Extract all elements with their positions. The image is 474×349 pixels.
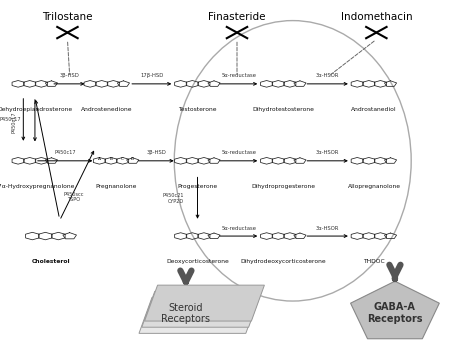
Text: 3α-HSOR: 3α-HSOR: [316, 150, 339, 155]
Text: P450c17: P450c17: [0, 117, 21, 122]
Text: 3β-HSD: 3β-HSD: [59, 73, 79, 79]
Text: THDOC: THDOC: [363, 259, 385, 264]
Text: 17β-HSD: 17β-HSD: [140, 73, 164, 79]
Text: Pregnanolone: Pregnanolone: [96, 184, 137, 189]
Text: 17α-Hydroxypregnanolone: 17α-Hydroxypregnanolone: [0, 184, 75, 189]
Text: GABA-A
Receptors: GABA-A Receptors: [367, 302, 423, 324]
Polygon shape: [139, 297, 259, 333]
Text: 5α-reductase: 5α-reductase: [221, 73, 256, 79]
Text: P450scc: P450scc: [63, 192, 84, 197]
Text: 3α-HSOR: 3α-HSOR: [316, 73, 339, 79]
Text: TSPO: TSPO: [67, 197, 80, 202]
Text: Androstanediol: Androstanediol: [351, 107, 397, 112]
Text: Trilostane: Trilostane: [42, 12, 93, 22]
Text: Dihydrodeoxycorticosterone: Dihydrodeoxycorticosterone: [241, 259, 326, 264]
Text: 5α-reductase: 5α-reductase: [221, 225, 256, 231]
Text: Finasteride: Finasteride: [208, 12, 266, 22]
Text: Dihydroprogesterone: Dihydroprogesterone: [251, 184, 316, 189]
Text: 3β-HSD: 3β-HSD: [146, 150, 166, 155]
Text: Indomethacin: Indomethacin: [340, 12, 412, 22]
Text: Allopregnanolone: Allopregnanolone: [347, 184, 401, 189]
Text: Steroid
Receptors: Steroid Receptors: [162, 303, 210, 324]
Text: P450c17: P450c17: [11, 112, 17, 133]
Text: Dehydroepiandrosterone: Dehydroepiandrosterone: [0, 107, 73, 112]
Text: C: C: [121, 157, 124, 162]
Text: A: A: [98, 157, 101, 162]
Text: Cholesterol: Cholesterol: [32, 259, 71, 264]
Text: P450c21
CYP2D: P450c21 CYP2D: [162, 193, 183, 204]
Text: B: B: [109, 157, 112, 162]
Text: D: D: [131, 157, 134, 162]
Text: 3α-HSOR: 3α-HSOR: [316, 225, 339, 231]
Text: Dihydrotestosterone: Dihydrotestosterone: [253, 107, 314, 112]
Polygon shape: [142, 291, 262, 327]
Text: Deoxycorticosterone: Deoxycorticosterone: [166, 259, 229, 264]
Text: 5α-reductase: 5α-reductase: [221, 150, 256, 155]
Text: Androstenedione: Androstenedione: [81, 107, 133, 112]
Polygon shape: [145, 285, 264, 321]
Text: P450c17: P450c17: [55, 150, 76, 155]
Text: Progesterone: Progesterone: [177, 184, 218, 189]
Text: Testosterone: Testosterone: [178, 107, 217, 112]
Polygon shape: [351, 281, 439, 339]
